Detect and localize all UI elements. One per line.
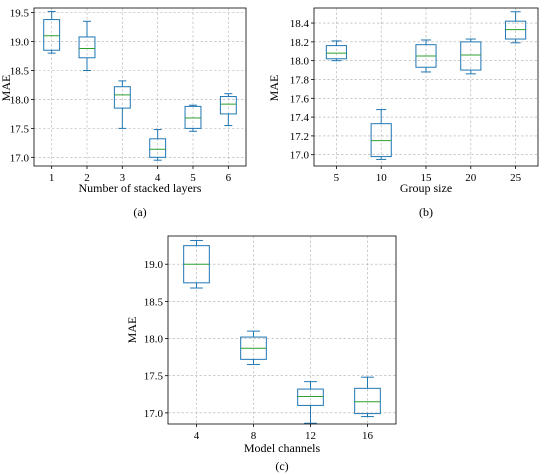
box-iqr <box>325 45 347 60</box>
panel-c: 17.0 17.5 18.0 18.5 19.0 4 8 12 16 Model channels… <box>125 235 397 473</box>
y-tick-label: 17.8 <box>290 74 310 86</box>
y-tick-label: 17.0 <box>144 408 164 420</box>
y-tick-label: 17.0 <box>10 152 30 164</box>
x-axis-label: Group size <box>400 181 452 195</box>
y-tick-label: 18.0 <box>144 334 164 346</box>
x-tick-label: 4 <box>194 430 200 442</box>
y-tick-label: 19.0 <box>144 259 164 271</box>
panel-b: 17.0 17.2 17.4 17.6 17.8 18.0 18.2 18.4 5 10 15 20 2… <box>267 7 539 219</box>
y-tick-label: 19.5 <box>10 8 30 20</box>
x-tick-label: 16 <box>362 430 374 442</box>
x-tick-label: 25 <box>510 172 522 184</box>
box-iqr <box>219 96 237 115</box>
y-tick-label: 18.0 <box>290 56 310 68</box>
x-tick-label: 8 <box>251 430 257 442</box>
y-tick-label: 17.5 <box>144 371 164 383</box>
x-tick-label: 10 <box>376 172 388 184</box>
box-iqr <box>43 19 61 51</box>
y-tick-label: 17.0 <box>290 150 310 162</box>
box-iqr <box>460 41 482 71</box>
y-axis-label: MAE <box>0 75 13 102</box>
plot-frame <box>167 235 397 425</box>
panel-a: 17.0 17.5 18.0 18.5 19.0 19.5 1 2 3 4 5 6 Number of … <box>0 7 247 219</box>
x-tick-label: 15 <box>421 172 433 184</box>
y-axis-label: MAE <box>267 75 281 102</box>
box-iqr <box>354 387 381 415</box>
x-tick-label: 20 <box>465 172 477 184</box>
box-iqr <box>149 138 167 158</box>
x-tick-label: 6 <box>226 172 232 184</box>
x-tick-label: 5 <box>334 172 340 184</box>
plot-frame <box>313 7 539 167</box>
y-tick-label: 18.5 <box>10 66 30 78</box>
x-axis-label: Model channels <box>244 441 321 455</box>
x-tick-label: 5 <box>190 172 196 184</box>
x-tick-label: 3 <box>120 172 126 184</box>
plot-frame <box>33 7 247 167</box>
x-tick-label: 1 <box>49 172 55 184</box>
box-iqr <box>113 86 131 109</box>
panel-caption: (b) <box>419 205 433 219</box>
y-tick-label: 18.2 <box>290 37 309 49</box>
y-tick-label: 17.2 <box>290 131 309 143</box>
y-tick-label: 17.5 <box>10 123 30 135</box>
y-tick-label: 17.6 <box>290 93 310 105</box>
y-tick-label: 18.5 <box>144 296 164 308</box>
y-tick-label: 18.4 <box>290 18 310 30</box>
y-tick-label: 18.0 <box>10 94 30 106</box>
panel-caption: (c) <box>275 459 288 473</box>
x-tick-label: 12 <box>305 430 316 442</box>
x-tick-label: 2 <box>84 172 90 184</box>
box-iqr <box>184 105 202 129</box>
y-axis-label: MAE <box>125 317 139 344</box>
y-tick-label: 17.4 <box>290 112 310 124</box>
panel-caption: (a) <box>133 205 146 219</box>
x-axis-label: Number of stacked layers <box>79 181 202 195</box>
x-tick-label: 4 <box>155 172 161 184</box>
box-iqr <box>297 388 324 406</box>
box-iqr <box>78 36 96 59</box>
y-tick-label: 19.0 <box>10 37 30 49</box>
